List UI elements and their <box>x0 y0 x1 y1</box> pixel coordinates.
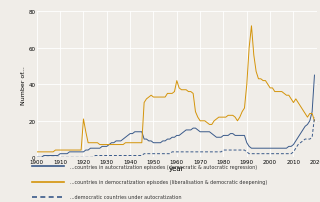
Text: ...countries in democratization episodes (liberalisation & democratic deepening): ...countries in democratization episodes… <box>70 179 268 184</box>
X-axis label: year: year <box>169 165 185 171</box>
Text: ...democratic countries under autocratization: ...democratic countries under autocratiz… <box>70 195 182 199</box>
Y-axis label: Number of...: Number of... <box>20 65 26 104</box>
Text: ...countries in autocratization episodes (democratic & autocratic regression): ...countries in autocratization episodes… <box>70 164 258 169</box>
